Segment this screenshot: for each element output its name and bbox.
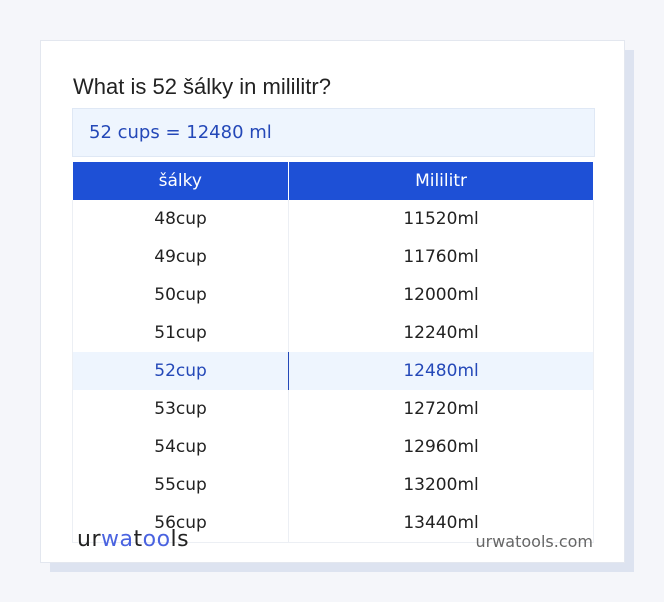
cups-cell: 50cup [71, 276, 290, 314]
table-row: 50cup 12000ml [71, 276, 594, 314]
ml-cell: 12000ml [288, 276, 594, 314]
table-row: 56cup 13440ml [71, 504, 594, 543]
cups-cell: 55cup [71, 466, 290, 504]
converter-card: What is 52 šálky in mililitr? 52 cups = … [40, 40, 625, 563]
ml-cell: 12240ml [288, 314, 594, 352]
table-row: 48cup 11520ml [71, 200, 594, 238]
cups-cell: 48cup [71, 200, 290, 238]
cups-cell: 52cup [71, 352, 290, 390]
table-row: 49cup 11760ml [71, 238, 594, 276]
conversion-table: šálky Mililitr 48cup 11520ml 49cup 11760ml 5… [71, 162, 594, 543]
column-header-cups: šálky [72, 162, 290, 200]
cups-cell: 53cup [71, 390, 290, 428]
cups-cell: 56cup [71, 504, 290, 543]
ml-cell: 12480ml [288, 352, 594, 390]
ml-cell: 13200ml [288, 466, 594, 504]
table-row: 54cup 12960ml [71, 428, 594, 466]
ml-cell: 12720ml [288, 390, 594, 428]
ml-cell: 11760ml [288, 238, 594, 276]
table-row: 52cup 12480ml [71, 352, 594, 390]
cups-cell: 51cup [71, 314, 290, 352]
ml-cell: 13440ml [288, 504, 594, 543]
table-row: 53cup 12720ml [71, 390, 594, 428]
cups-cell: 54cup [71, 428, 290, 466]
urwatools-logo[interactable]: urwatools [77, 527, 190, 552]
table-row: 51cup 12240ml [71, 314, 594, 352]
ml-cell: 12960ml [288, 428, 594, 466]
result-box: 52 cups = 12480 ml [72, 108, 595, 157]
cups-cell: 49cup [71, 238, 290, 276]
column-header-ml: Mililitr [288, 162, 594, 200]
site-link[interactable]: urwatools.com [475, 532, 594, 551]
ml-cell: 11520ml [288, 200, 594, 238]
table-row: 55cup 13200ml [71, 466, 594, 504]
page-title: What is 52 šálky in mililitr? [73, 74, 331, 99]
